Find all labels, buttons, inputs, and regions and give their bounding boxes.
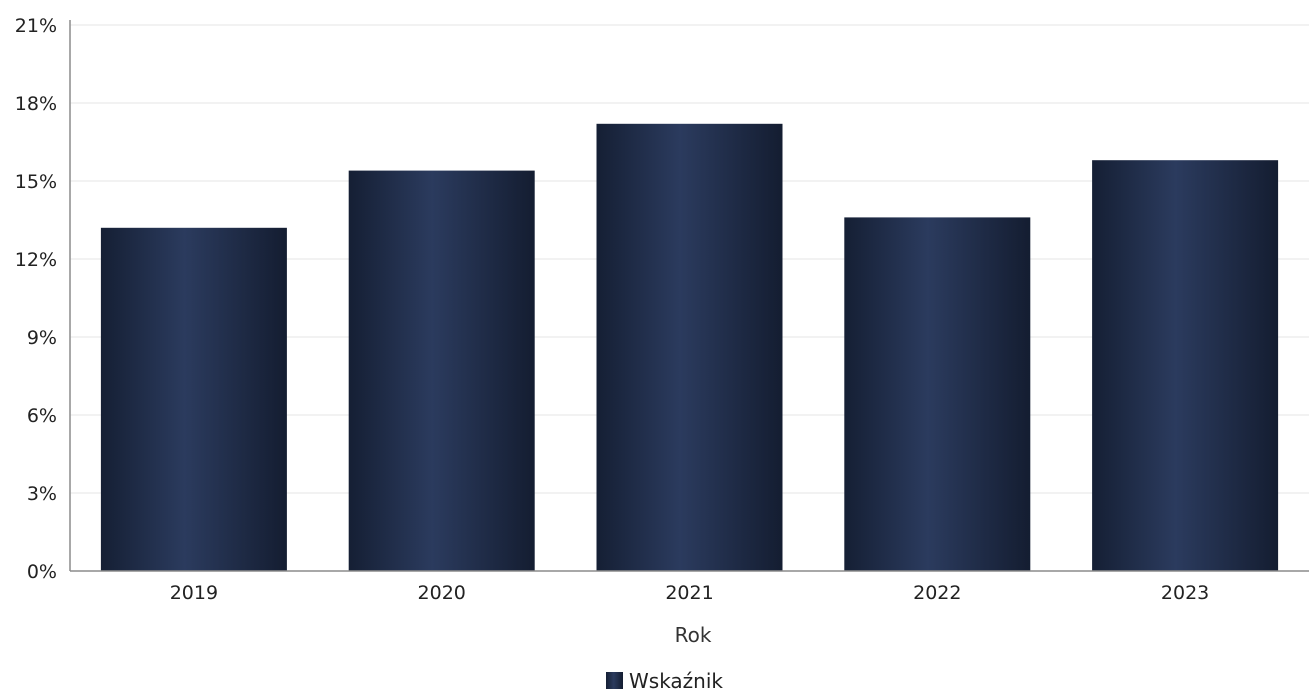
bars xyxy=(100,123,1279,572)
bar-2021 xyxy=(596,123,783,572)
legend-swatch xyxy=(606,672,623,689)
axes xyxy=(69,20,1309,572)
x-tick-label: 2021 xyxy=(665,582,713,604)
x-tick-label: 2020 xyxy=(418,582,466,604)
y-tick-label: 12% xyxy=(15,249,57,271)
bar-2019 xyxy=(100,227,287,572)
x-tick-label: 2023 xyxy=(1161,582,1209,604)
bar-2023 xyxy=(1092,160,1279,571)
x-axis-title: Rok xyxy=(675,623,712,647)
bar-2020 xyxy=(348,170,535,571)
x-axis-ticks: 2019 2020 2021 2022 2023 xyxy=(170,582,1210,604)
x-tick-label: 2022 xyxy=(913,582,961,604)
y-tick-label: 0% xyxy=(27,561,57,583)
y-tick-label: 3% xyxy=(27,483,57,505)
y-tick-label: 21% xyxy=(15,15,57,37)
y-tick-label: 9% xyxy=(27,327,57,349)
y-tick-label: 15% xyxy=(15,171,57,193)
x-tick-label: 2019 xyxy=(170,582,218,604)
legend: Wskaźnik xyxy=(606,669,723,693)
y-tick-label: 18% xyxy=(15,93,57,115)
y-tick-label: 6% xyxy=(27,405,57,427)
legend-label: Wskaźnik xyxy=(629,669,723,693)
bar-2022 xyxy=(844,217,1031,571)
y-axis-ticks: 0% 3% 6% 9% 12% 15% 18% 21% xyxy=(15,15,57,583)
